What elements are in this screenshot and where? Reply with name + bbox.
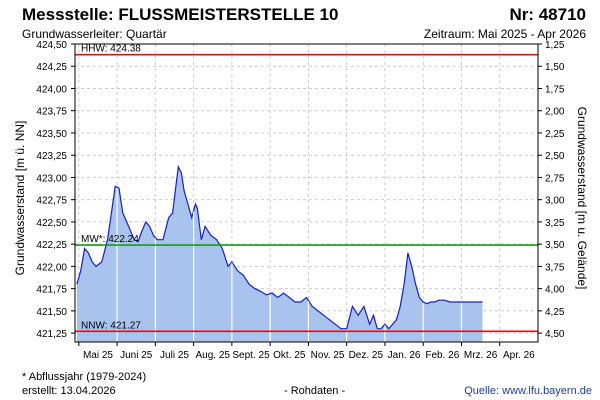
aquifer-label: Grundwasserleiter: Quartär	[22, 27, 167, 41]
y-axis-label-left: Grundwasserstand [m ü. NN]	[13, 121, 27, 276]
created-date: erstellt: 13.04.2026	[22, 385, 116, 397]
y-tick-label-left: 424,25	[36, 62, 67, 73]
y-tick-label-right: 2,50	[545, 151, 565, 162]
y-axis-label-right: Grundwasserstand [m u. Gelände]	[575, 107, 589, 290]
x-tick-label: Mai 25	[83, 350, 113, 361]
x-tick-label: Juni 25	[120, 350, 153, 361]
y-tick-label-right: 3,00	[545, 196, 565, 207]
y-tick-label-right: 3,50	[545, 240, 565, 251]
y-tick-label-right: 4,00	[545, 285, 565, 296]
y-tick-label-right: 4,25	[545, 307, 565, 318]
y-tick-label-right: 1,25	[545, 40, 565, 51]
footnote: * Abflussjahr (1979-2024)	[22, 371, 147, 383]
x-tick-label: Juli 25	[160, 350, 189, 361]
reference-line-label: NNW: 421.27	[81, 320, 141, 331]
y-tick-label-right: 4,50	[545, 329, 565, 340]
y-tick-label-left: 423,00	[36, 173, 67, 184]
y-tick-label-left: 424,00	[36, 84, 67, 95]
y-tick-label-left: 421,50	[36, 307, 67, 318]
y-tick-label-left: 422,50	[36, 218, 67, 229]
y-tick-label-right: 2,00	[545, 107, 565, 118]
source-link[interactable]: Quelle: www.lfu.bayern.de	[464, 385, 592, 397]
station-number: Nr: 48710	[509, 5, 586, 24]
y-tick-label-left: 422,00	[36, 262, 67, 273]
period-label: Zeitraum: Mai 2025 - Apr 2026	[423, 27, 586, 41]
y-tick-label-left: 423,25	[36, 151, 67, 162]
station-title: Messstelle: FLUSSMEISTERSTELLE 10	[22, 5, 339, 24]
y-tick-label-left: 421,75	[36, 285, 67, 296]
y-tick-label-left: 422,75	[36, 196, 67, 207]
reference-line-label: HHW: 424.38	[81, 44, 141, 55]
x-tick-label: Jan. 26	[388, 350, 421, 361]
x-tick-label: Mrz. 26	[464, 350, 498, 361]
x-tick-label: Sept. 25	[232, 350, 270, 361]
reference-line-label: MW*: 422.24	[81, 234, 139, 245]
axis-ticks: 421,25 4,50 421,50 4,25 421,75 4,00 422,00 3,75…	[36, 40, 564, 361]
y-tick-label-left: 421,25	[36, 329, 67, 340]
x-tick-label: Apr. 26	[503, 350, 535, 361]
y-tick-label-right: 2,75	[545, 173, 565, 184]
x-tick-label: Nov. 25	[311, 350, 345, 361]
y-tick-label-right: 1,75	[545, 84, 565, 95]
plot-frame	[74, 43, 539, 343]
data-status: - Rohdaten -	[284, 385, 346, 397]
water-level-line	[76, 164, 483, 330]
water-level-area	[76, 166, 483, 342]
y-tick-label-right: 3,25	[545, 218, 565, 229]
x-tick-label: Okt. 25	[273, 350, 306, 361]
x-tick-label: Dez. 25	[349, 350, 384, 361]
y-tick-label-right: 2,25	[545, 129, 565, 140]
y-tick-label-left: 423,75	[36, 107, 67, 118]
x-tick-label: Feb. 26	[425, 350, 459, 361]
y-tick-label-left: 424,50	[36, 40, 67, 51]
x-tick-label: Aug. 25	[196, 350, 231, 361]
reference-lines: HHW: 424.38 MW*: 422.24 NNW: 421.27	[75, 44, 538, 342]
y-tick-label-right: 3,75	[545, 262, 565, 273]
y-tick-label-left: 423,50	[36, 129, 67, 140]
y-tick-label-left: 422,25	[36, 240, 67, 251]
y-tick-label-right: 1,50	[545, 62, 565, 73]
